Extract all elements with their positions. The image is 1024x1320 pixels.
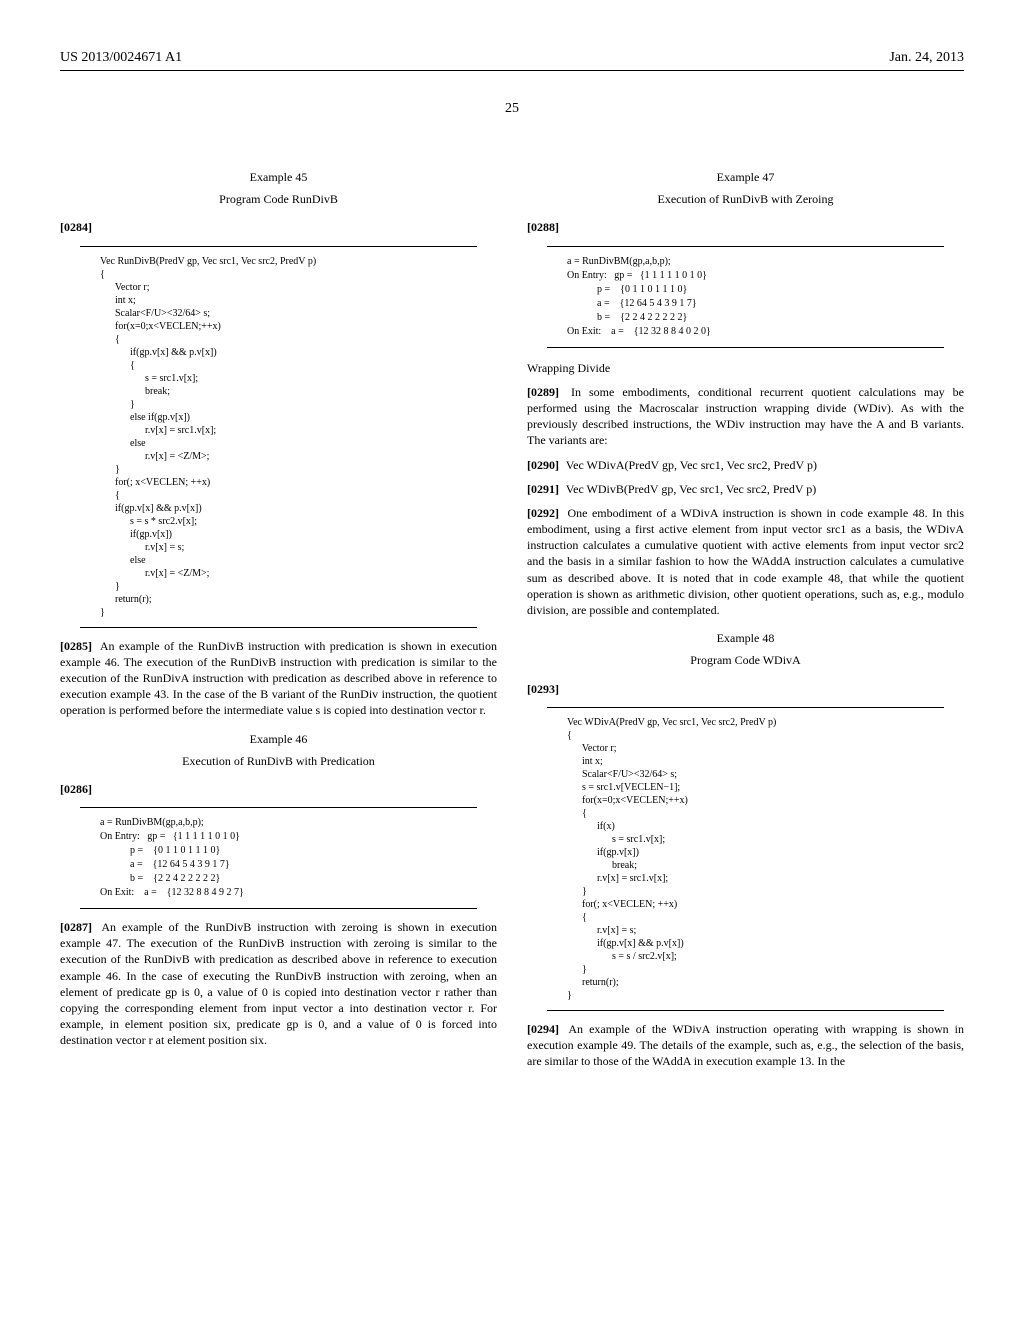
- para-0292: [0292] One embodiment of a WDivA instruc…: [527, 505, 964, 618]
- para-0293-num: [0293]: [527, 682, 559, 696]
- example-46-title: Execution of RunDivB with Predication: [60, 753, 497, 769]
- para-0290-num: [0290]: [527, 458, 559, 472]
- content-columns: Example 45 Program Code RunDivB [0284] V…: [60, 157, 964, 1077]
- para-0286-num: [0286]: [60, 782, 92, 796]
- page-number: 25: [60, 101, 964, 117]
- para-0289-text: In some embodiments, conditional recurre…: [527, 385, 964, 448]
- para-0288-num: [0288]: [527, 220, 559, 234]
- exec-block-47: a = RunDivBM(gp,a,b,p); On Entry: gp = {…: [547, 246, 944, 348]
- para-0288: [0288]: [527, 219, 964, 235]
- example-45-heading: Example 45: [60, 169, 497, 185]
- para-0284: [0284]: [60, 219, 497, 235]
- para-0290-text: Vec WDivA(PredV gp, Vec src1, Vec src2, …: [563, 458, 817, 472]
- para-0289-num: [0289]: [527, 385, 559, 399]
- example-48-heading: Example 48: [527, 630, 964, 646]
- para-0284-num: [0284]: [60, 220, 92, 234]
- para-0285-num: [0285]: [60, 639, 92, 653]
- publication-date: Jan. 24, 2013: [889, 50, 964, 66]
- para-0292-num: [0292]: [527, 506, 559, 520]
- exec-block-46: a = RunDivBM(gp,a,b,p); On Entry: gp = {…: [80, 807, 477, 909]
- para-0286: [0286]: [60, 781, 497, 797]
- para-0294-num: [0294]: [527, 1022, 559, 1036]
- example-48-title: Program Code WDivA: [527, 652, 964, 668]
- para-0285: [0285] An example of the RunDivB instruc…: [60, 638, 497, 719]
- page-header: US 2013/0024671 A1 Jan. 24, 2013: [60, 50, 964, 71]
- code-block-45: Vec RunDivB(PredV gp, Vec src1, Vec src2…: [80, 246, 477, 628]
- para-0289: [0289] In some embodiments, conditional …: [527, 384, 964, 449]
- para-0294: [0294] An example of the WDivA instructi…: [527, 1021, 964, 1070]
- para-0294-text: An example of the WDivA instruction oper…: [527, 1022, 964, 1068]
- para-0291-text: Vec WDivB(PredV gp, Vec src1, Vec src2, …: [563, 482, 816, 496]
- para-0290: [0290] Vec WDivA(PredV gp, Vec src1, Vec…: [527, 457, 964, 473]
- para-0287-text: An example of the RunDivB instruction wi…: [60, 920, 497, 1047]
- para-0293: [0293]: [527, 681, 964, 697]
- example-46-heading: Example 46: [60, 731, 497, 747]
- para-0292-text: One embodiment of a WDivA instruction is…: [527, 506, 964, 617]
- publication-number: US 2013/0024671 A1: [60, 50, 182, 66]
- para-0285-text: An example of the RunDivB instruction wi…: [60, 639, 497, 718]
- para-0291: [0291] Vec WDivB(PredV gp, Vec src1, Vec…: [527, 481, 964, 497]
- para-0287: [0287] An example of the RunDivB instruc…: [60, 919, 497, 1049]
- left-column: Example 45 Program Code RunDivB [0284] V…: [60, 157, 497, 1077]
- code-block-48: Vec WDivA(PredV gp, Vec src1, Vec src2, …: [547, 707, 944, 1011]
- example-45-title: Program Code RunDivB: [60, 191, 497, 207]
- wrapping-divide-title: Wrapping Divide: [527, 360, 964, 376]
- para-0287-num: [0287]: [60, 920, 92, 934]
- page-container: US 2013/0024671 A1 Jan. 24, 2013 25 Exam…: [0, 0, 1024, 1127]
- example-47-title: Execution of RunDivB with Zeroing: [527, 191, 964, 207]
- example-47-heading: Example 47: [527, 169, 964, 185]
- para-0291-num: [0291]: [527, 482, 559, 496]
- right-column: Example 47 Execution of RunDivB with Zer…: [527, 157, 964, 1077]
